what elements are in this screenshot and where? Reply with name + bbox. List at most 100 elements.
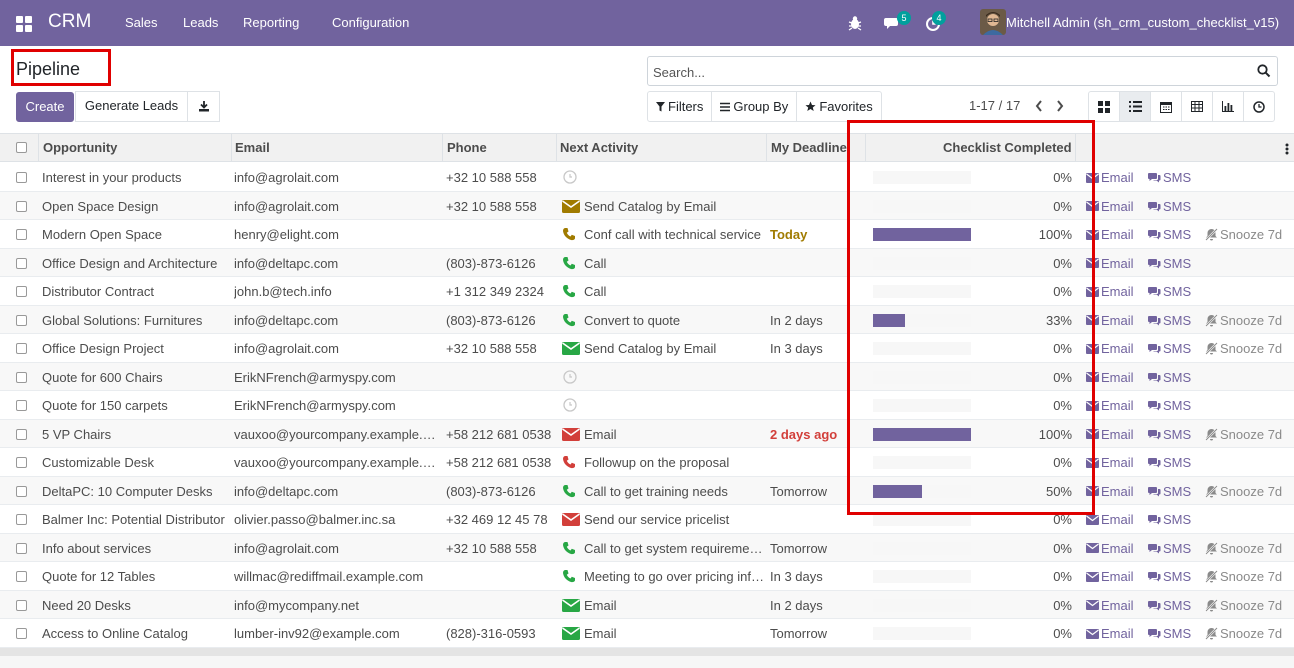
group-by-button[interactable]: Group By	[712, 92, 798, 121]
row-checkbox[interactable]	[16, 571, 27, 582]
filters-button[interactable]: Filters	[648, 92, 713, 121]
user-menu[interactable]: Mitchell Admin (sh_crm_custom_checklist_…	[1006, 15, 1280, 30]
next-activity[interactable]: Send Catalog by Email	[584, 341, 717, 356]
column-email[interactable]: Email	[235, 140, 270, 155]
lead-email[interactable]: info@agrolait.com	[234, 540, 339, 556]
opportunity-name[interactable]: Interest in your products	[42, 170, 182, 185]
table-row[interactable]: Office Design and Architecture info@delta…	[0, 248, 1294, 277]
row-checkbox[interactable]	[16, 257, 27, 269]
snooze-button[interactable]: Snooze 7d	[1205, 313, 1282, 328]
opportunity-name[interactable]: Customizable Desk	[42, 455, 154, 470]
sms-button[interactable]: SMS	[1148, 341, 1191, 356]
table-row[interactable]: Info about services info@agrolait.com +32 …	[0, 533, 1294, 562]
opportunity-name[interactable]: Access to Online Catalog	[42, 626, 188, 641]
lead-email[interactable]: ErikNFrench@armyspy.com	[234, 398, 396, 413]
calendar-view-button[interactable]	[1151, 92, 1182, 121]
avatar[interactable]	[980, 9, 1006, 35]
table-row[interactable]: Customizable Desk vauxoo@yourcompany.exam…	[0, 448, 1294, 477]
table-row[interactable]: DeltaPC: 10 Computer Desks info@deltapc.c…	[0, 476, 1294, 505]
search-input[interactable]	[653, 62, 1243, 82]
lead-email[interactable]: info@deltapc.com	[234, 255, 339, 271]
snooze-button[interactable]: Snooze 7d	[1205, 541, 1282, 556]
email-button[interactable]: Email	[1086, 256, 1134, 271]
phone-activity-icon[interactable]	[562, 484, 580, 500]
favorites-button[interactable]: Favorites	[797, 92, 880, 121]
sms-button[interactable]: SMS	[1148, 512, 1191, 527]
snooze-button[interactable]: Snooze 7d	[1205, 569, 1282, 584]
opportunity-name[interactable]: Quote for 12 Tables	[42, 569, 156, 584]
bug-icon[interactable]	[846, 14, 864, 32]
row-checkbox[interactable]	[16, 200, 27, 212]
column-checklist[interactable]: Checklist Completed	[943, 140, 1072, 155]
opportunity-name[interactable]: DeltaPC: 10 Computer Desks	[42, 483, 213, 499]
messages-icon[interactable]	[884, 14, 902, 32]
clock-icon[interactable]	[563, 369, 581, 386]
phone-activity-icon[interactable]	[562, 256, 580, 272]
opportunity-name[interactable]: 5 VP Chairs	[42, 426, 112, 442]
email-button[interactable]: Email	[1086, 484, 1134, 499]
generate-leads-button[interactable]: Generate Leads	[75, 91, 188, 122]
table-row[interactable]: Modern Open Space henry@elight.com Conf ca…	[0, 220, 1294, 249]
next-activity[interactable]: Conf call with technical service	[584, 227, 762, 242]
next-activity[interactable]: Call to get system requirements	[584, 540, 764, 556]
select-all-checkbox[interactable]	[16, 142, 27, 153]
row-checkbox[interactable]	[16, 542, 27, 554]
email-activity-icon[interactable]	[562, 199, 580, 215]
opportunity-name[interactable]: Quote for 150 carpets	[42, 398, 168, 413]
snooze-button[interactable]: Snooze 7d	[1205, 227, 1282, 242]
row-checkbox[interactable]	[16, 400, 27, 411]
table-row[interactable]: Interest in your products info@agrolait.c…	[0, 163, 1294, 192]
phone-activity-icon[interactable]	[562, 455, 580, 471]
row-checkbox[interactable]	[16, 457, 27, 468]
sms-button[interactable]: SMS	[1148, 626, 1191, 641]
optional-columns-icon[interactable]	[1284, 142, 1290, 156]
snooze-button[interactable]: Snooze 7d	[1205, 427, 1282, 442]
snooze-button[interactable]: Snooze 7d	[1205, 341, 1282, 356]
email-button[interactable]: Email	[1086, 512, 1134, 527]
snooze-button[interactable]: Snooze 7d	[1205, 626, 1282, 641]
next-activity[interactable]: Meeting to go over pricing information	[584, 569, 764, 584]
lead-email[interactable]: info@agrolait.com	[234, 341, 339, 356]
table-row[interactable]: Access to Online Catalog lumber-inv92@exa…	[0, 619, 1294, 648]
sms-button[interactable]: SMS	[1148, 427, 1191, 442]
row-checkbox[interactable]	[16, 514, 27, 525]
email-activity-icon[interactable]	[562, 598, 580, 614]
email-button[interactable]: Email	[1086, 284, 1134, 299]
table-row[interactable]: Balmer Inc: Potential Distributor olivier…	[0, 505, 1294, 534]
next-activity[interactable]: Call	[584, 255, 607, 271]
lead-email[interactable]: info@agrolait.com	[234, 170, 339, 185]
opportunity-name[interactable]: Distributor Contract	[42, 284, 154, 299]
email-activity-icon[interactable]	[562, 626, 580, 642]
next-activity[interactable]: Email	[584, 597, 617, 613]
email-activity-icon[interactable]	[562, 427, 580, 443]
menu-configuration[interactable]: Configuration	[332, 15, 410, 30]
email-button[interactable]: Email	[1086, 427, 1134, 442]
lead-phone[interactable]: +32 10 588 558	[446, 540, 537, 556]
next-activity[interactable]: Email	[584, 426, 617, 442]
next-activity[interactable]: Call	[584, 284, 607, 299]
table-row[interactable]: Quote for 150 carpets ErikNFrench@armyspy…	[0, 391, 1294, 420]
page-title[interactable]: Pipeline	[16, 59, 81, 79]
column-deadline[interactable]: My Deadline	[771, 140, 847, 155]
email-button[interactable]: Email	[1086, 398, 1134, 413]
lead-email[interactable]: info@agrolait.com	[234, 198, 339, 214]
lead-email[interactable]: info@mycompany.net	[234, 597, 359, 613]
lead-email[interactable]: info@deltapc.com	[234, 312, 339, 328]
pager-next-icon[interactable]	[1055, 99, 1065, 113]
menu-leads[interactable]: Leads	[183, 15, 219, 30]
pivot-view-button[interactable]	[1182, 92, 1213, 121]
sms-button[interactable]: SMS	[1148, 455, 1191, 470]
email-button[interactable]: Email	[1086, 598, 1134, 613]
opportunity-name[interactable]: Modern Open Space	[42, 227, 162, 242]
email-button[interactable]: Email	[1086, 227, 1134, 242]
opportunity-name[interactable]: Office Design and Architecture	[42, 255, 218, 271]
email-button[interactable]: Email	[1086, 455, 1134, 470]
row-checkbox[interactable]	[16, 229, 27, 240]
download-button[interactable]	[187, 91, 220, 122]
lead-email[interactable]: lumber-inv92@example.com	[234, 626, 400, 641]
next-activity[interactable]: Followup on the proposal	[584, 455, 730, 470]
opportunity-name[interactable]: Balmer Inc: Potential Distributor	[42, 512, 225, 527]
opportunity-name[interactable]: Office Design Project	[42, 341, 164, 356]
row-checkbox[interactable]	[16, 343, 27, 354]
email-button[interactable]: Email	[1086, 626, 1134, 641]
